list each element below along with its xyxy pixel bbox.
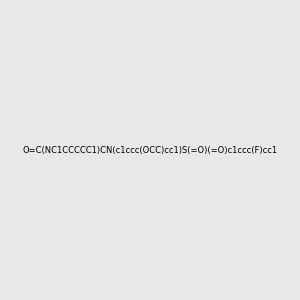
Text: O=C(NC1CCCCC1)CN(c1ccc(OCC)cc1)S(=O)(=O)c1ccc(F)cc1: O=C(NC1CCCCC1)CN(c1ccc(OCC)cc1)S(=O)(=O)… (22, 146, 278, 154)
